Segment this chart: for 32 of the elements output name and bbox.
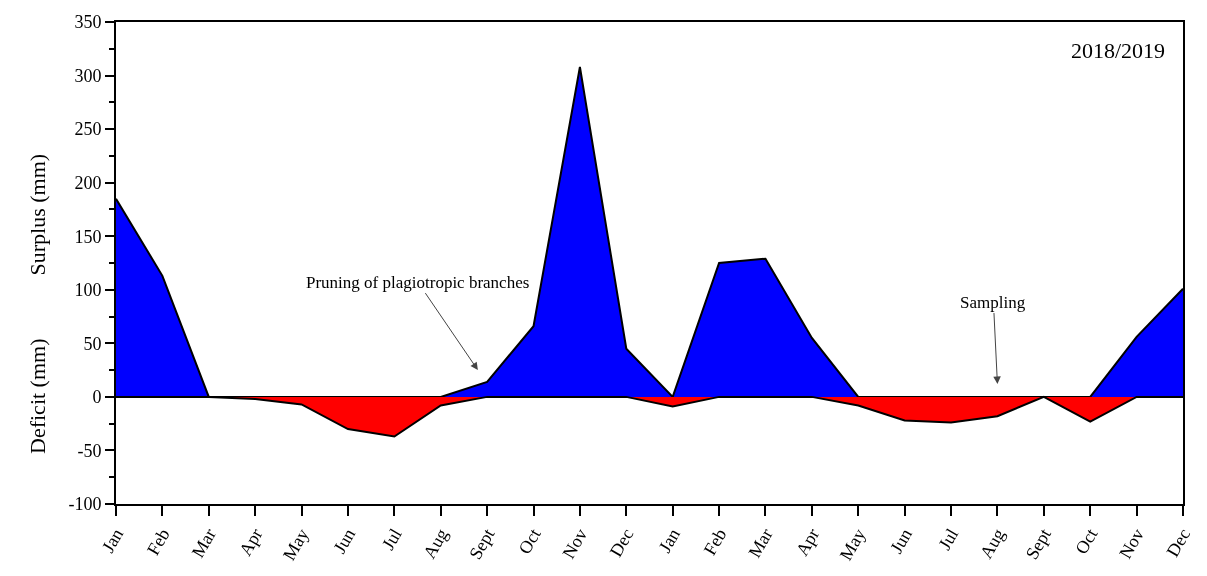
- x-tick-label: Jul: [934, 525, 963, 554]
- y-tick-label: 100: [74, 280, 102, 301]
- y-axis-title: Surplus (mm): [24, 153, 50, 276]
- x-tick-label: Jun: [886, 525, 916, 557]
- y-tick-label: 250: [74, 119, 102, 140]
- y-tick-label: 200: [74, 172, 102, 193]
- x-tick-label: Mar: [744, 525, 777, 562]
- x-tick-label: Oct: [1071, 525, 1102, 558]
- annotation: Sampling: [960, 293, 1026, 312]
- y-tick-label: 300: [74, 65, 102, 86]
- y-tick-label: 0: [92, 387, 102, 408]
- x-tick-label: Feb: [142, 525, 174, 559]
- x-tick-label: Aug: [975, 525, 1009, 562]
- y-tick-label: -50: [77, 440, 102, 461]
- x-tick-label: Apr: [791, 525, 824, 560]
- annotation: Pruning of plagiotropic branches: [306, 273, 530, 292]
- text: Deficit (mm): [25, 338, 51, 454]
- x-tick-label: Dec: [1162, 525, 1195, 561]
- text: 2018/2019: [1071, 38, 1166, 63]
- x-tick-label: Apr: [235, 525, 267, 560]
- x-tick-label: Jul: [377, 525, 406, 554]
- x-tick-label: Oct: [514, 525, 545, 558]
- x-tick-label: Jan: [654, 525, 684, 556]
- x-tick-label: Feb: [699, 525, 731, 559]
- x-tick-label: Mar: [187, 525, 221, 562]
- x-tick-label: Dec: [605, 525, 638, 561]
- y-tick-label: 50: [83, 333, 102, 354]
- y-tick-label: -100: [68, 494, 102, 515]
- y-tick-label: 350: [74, 12, 102, 33]
- x-tick-label: Jan: [97, 525, 128, 556]
- y-tick-label: 150: [74, 226, 102, 247]
- x-tick-label: Jun: [329, 525, 360, 557]
